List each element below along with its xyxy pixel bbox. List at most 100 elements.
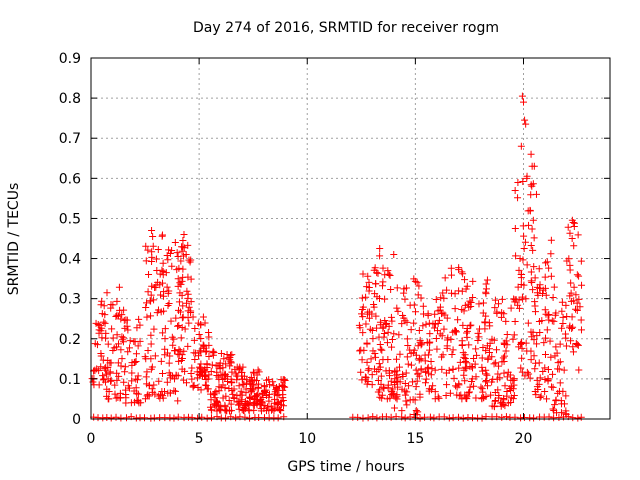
data-point <box>373 269 381 277</box>
data-point <box>466 322 474 330</box>
data-point <box>541 284 549 292</box>
data-point <box>406 346 414 354</box>
data-point <box>190 349 198 357</box>
data-point <box>100 318 108 326</box>
data-point <box>523 347 531 355</box>
data-point <box>443 336 451 344</box>
data-point <box>219 394 227 402</box>
data-point <box>367 355 375 363</box>
data-point <box>521 372 529 380</box>
data-point <box>449 366 457 374</box>
data-point <box>177 334 185 342</box>
data-point <box>530 336 538 344</box>
data-point <box>507 304 515 312</box>
data-point <box>520 98 527 106</box>
data-point <box>530 263 538 271</box>
data-point <box>268 405 276 413</box>
data-point <box>362 293 370 301</box>
data-point <box>149 242 157 250</box>
data-point <box>188 364 196 372</box>
data-point <box>99 376 107 384</box>
data-point <box>570 242 578 250</box>
data-point <box>171 347 179 355</box>
data-point <box>556 340 564 348</box>
data-point <box>376 252 384 260</box>
data-point <box>227 359 235 367</box>
data-point <box>421 379 429 387</box>
data-point <box>179 302 187 310</box>
y-tick-label: 0.8 <box>59 91 81 107</box>
data-point <box>547 353 555 361</box>
data-point <box>546 337 554 345</box>
data-point <box>459 349 467 357</box>
data-point <box>263 376 271 384</box>
data-point <box>143 368 151 376</box>
data-point <box>558 307 566 315</box>
data-point <box>143 313 151 321</box>
data-point <box>182 251 190 259</box>
data-point <box>558 298 566 306</box>
data-point <box>562 392 570 400</box>
data-point <box>377 321 385 329</box>
data-point <box>184 342 192 350</box>
data-point <box>120 306 128 314</box>
data-point <box>363 380 371 388</box>
data-point <box>249 386 257 394</box>
data-point <box>144 391 152 399</box>
data-point <box>566 292 574 300</box>
data-point <box>211 400 219 408</box>
data-point <box>207 414 215 422</box>
data-point <box>550 283 558 291</box>
data-point <box>483 276 491 284</box>
data-point <box>485 345 493 353</box>
data-point <box>115 283 123 291</box>
data-point <box>380 333 388 341</box>
data-point <box>497 399 505 407</box>
data-point <box>431 366 439 374</box>
data-point <box>467 321 475 329</box>
data-point <box>160 307 168 315</box>
data-point <box>190 381 198 389</box>
data-point <box>577 316 585 324</box>
data-point <box>162 269 170 277</box>
y-tick-label: 0.7 <box>59 131 81 147</box>
data-point <box>183 287 191 295</box>
data-point <box>430 414 438 422</box>
data-point <box>389 385 397 393</box>
data-point <box>472 345 480 353</box>
data-point <box>147 331 155 339</box>
data-point <box>376 245 384 253</box>
data-point <box>372 280 380 288</box>
data-point <box>102 370 110 378</box>
data-point <box>172 387 180 395</box>
data-point <box>396 363 404 371</box>
data-point <box>178 314 186 322</box>
data-point <box>536 394 544 402</box>
data-point <box>400 314 408 322</box>
data-point <box>376 363 384 371</box>
data-point <box>359 270 367 278</box>
data-point <box>447 335 455 343</box>
data-point <box>393 284 401 292</box>
data-point <box>568 325 576 333</box>
data-point <box>221 370 229 378</box>
data-point <box>386 394 394 402</box>
data-point <box>380 329 388 337</box>
data-point <box>107 376 115 384</box>
data-point <box>514 283 522 291</box>
data-point <box>533 340 541 348</box>
data-point <box>177 257 185 265</box>
data-point <box>217 371 225 379</box>
data-point <box>461 276 469 284</box>
data-point <box>465 389 473 397</box>
data-point <box>494 370 502 378</box>
data-point <box>248 385 256 393</box>
data-point <box>103 289 111 297</box>
data-point <box>179 243 187 251</box>
data-point <box>463 282 471 290</box>
data-point <box>272 384 280 392</box>
data-point <box>159 292 167 300</box>
data-point <box>251 392 259 400</box>
data-point <box>525 221 533 229</box>
y-tick-label: 0.4 <box>59 252 81 268</box>
